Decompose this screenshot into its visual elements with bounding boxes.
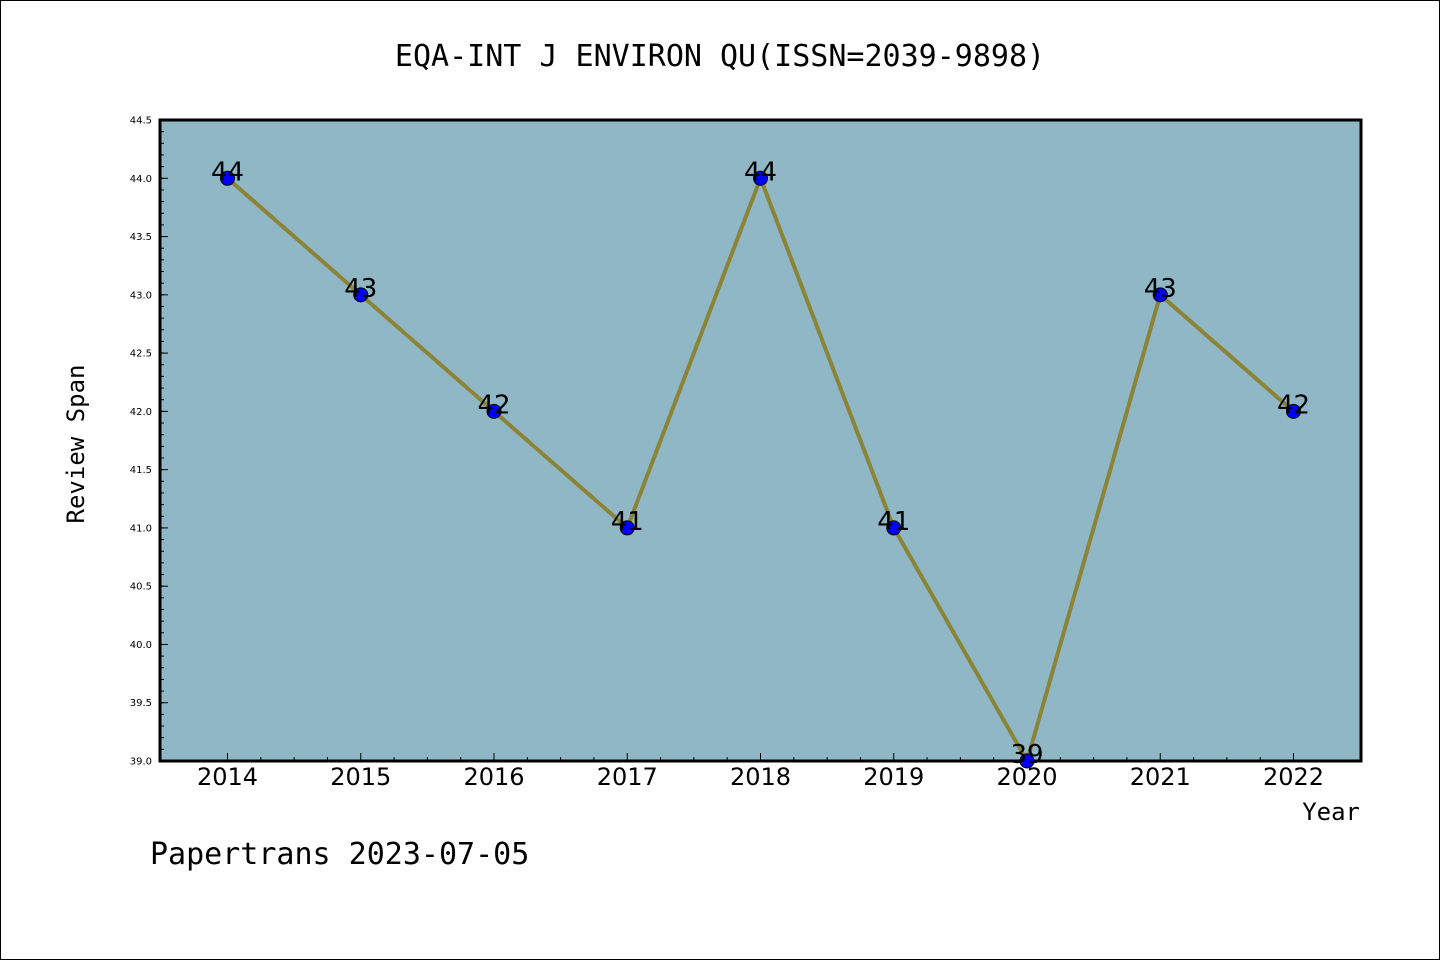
data-label: 41 [877, 507, 910, 537]
y-axis-label: Review Span [62, 365, 90, 524]
data-point [753, 170, 768, 186]
data-point [619, 520, 635, 536]
data-label: 41 [611, 507, 644, 537]
data-point [220, 170, 235, 186]
data-point [886, 520, 902, 536]
data-point [1152, 287, 1168, 303]
x-tick-label: 2015 [330, 763, 391, 791]
plot-area [158, 118, 1363, 763]
y-tick-label: 43.0 [130, 290, 152, 301]
y-tick-label: 41.0 [130, 523, 152, 534]
y-tick-label: 43.5 [130, 232, 152, 243]
y-tick-label: 41.5 [130, 465, 152, 476]
x-tick-label: 2021 [1130, 763, 1191, 791]
x-tick-label: 2017 [597, 763, 658, 791]
x-axis: 2014 2015 2016 2017 2018 2019 2020 2021 2022 [197, 753, 1324, 791]
y-tick-label: 39.0 [130, 757, 152, 768]
y-tick-label: 42.5 [130, 349, 152, 360]
data-point [486, 403, 502, 419]
y-tick-label: 44.5 [130, 116, 152, 127]
markers-group [220, 170, 1301, 769]
y-tick-label: 42.0 [130, 407, 152, 418]
data-label: 42 [477, 390, 510, 420]
y-axis: 39.0 39.5 40.0 40.5 41.0 41.5 42.0 42.5 43.0 43.5… [130, 116, 168, 768]
data-label: 43 [344, 274, 377, 304]
x-tick-label: 2022 [1263, 763, 1324, 791]
x-tick-label: 2016 [463, 763, 524, 791]
data-point [1019, 753, 1035, 769]
data-point [1286, 403, 1301, 419]
data-label: 44 [744, 157, 777, 187]
chart-title: EQA-INT J ENVIRON QU(ISSN=2039-9898) [395, 39, 1045, 74]
x-tick-label: 2019 [863, 763, 924, 791]
data-label: 39 [1010, 740, 1043, 770]
y-tick-label: 40.5 [130, 582, 152, 593]
x-tick-label: 2018 [730, 763, 791, 791]
y-tick-label: 44.0 [130, 174, 152, 185]
y-tick-label: 40.0 [130, 640, 152, 651]
data-label: 43 [1144, 274, 1177, 304]
x-tick-label: 2014 [197, 763, 258, 791]
data-label: 44 [211, 157, 244, 187]
data-labels-group: 44 43 42 41 44 41 39 43 42 [211, 157, 1310, 770]
x-axis-label: Year [1302, 798, 1360, 826]
footer-text: Papertrans 2023-07-05 [150, 837, 529, 872]
data-point [353, 287, 369, 303]
data-label: 42 [1277, 390, 1310, 420]
y-tick-label: 39.5 [130, 698, 152, 709]
